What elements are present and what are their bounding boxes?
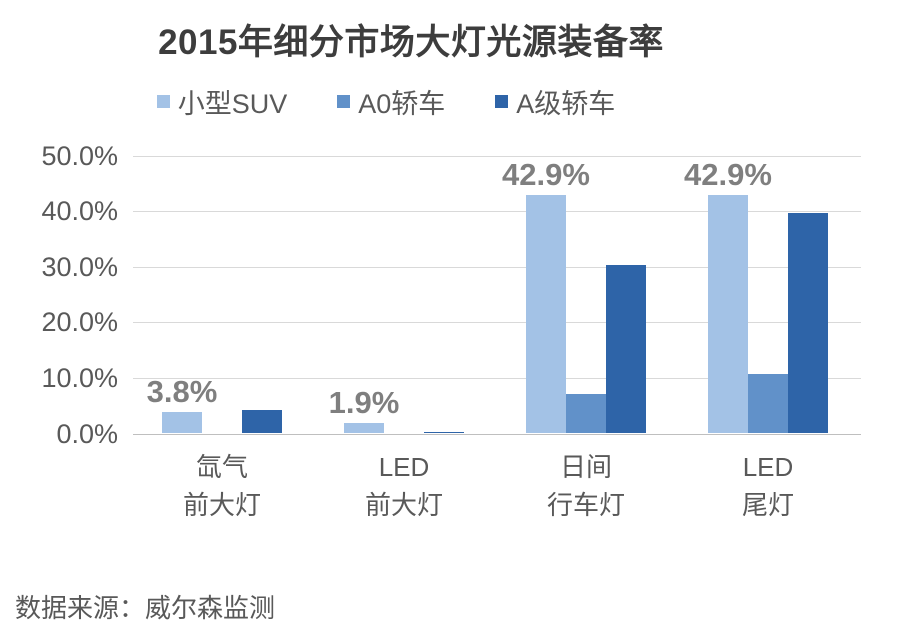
gridline (133, 377, 861, 379)
x-axis-category: 日间 行车灯 (501, 448, 671, 524)
legend-item: A0轿车 (337, 82, 445, 121)
bar-A级轿车 (242, 410, 282, 434)
data-source-note: 数据来源：威尔森监测 (15, 593, 276, 623)
x-axis-category-line1: 氙气 (195, 452, 248, 482)
chart-title: 2015年细分市场大灯光源装备率 (158, 23, 664, 62)
legend: 小型SUV A0轿车 A级轿车 (0, 82, 772, 121)
bar-A级轿车 (606, 265, 646, 434)
gridline (133, 322, 861, 324)
value-label: 1.9% (328, 384, 400, 420)
legend-marker-icon (156, 95, 170, 108)
y-axis-tick: 50.0% (41, 140, 118, 171)
gridline (133, 211, 861, 213)
legend-item: 小型SUV (156, 82, 288, 121)
bar-A0轿车 (748, 374, 788, 434)
y-axis-tick: 20.0% (41, 307, 118, 338)
legend-label: 小型SUV (177, 89, 288, 119)
x-axis-category-line2: 行车灯 (546, 490, 625, 520)
x-axis-category-line1: LED (378, 452, 430, 482)
y-axis-tick: 0.0% (56, 418, 118, 449)
value-label: 3.8% (146, 374, 218, 410)
x-axis-category: LED 前大灯 (319, 448, 489, 524)
bar-A级轿车 (424, 431, 464, 434)
legend-item: A级轿车 (495, 82, 615, 121)
x-axis-category-line1: LED (742, 452, 794, 482)
x-axis-category: LED 尾灯 (683, 448, 853, 524)
legend-label: A级轿车 (516, 89, 616, 119)
legend-marker-icon (495, 95, 509, 108)
legend-marker-icon (337, 95, 351, 108)
y-axis-tick: 10.0% (41, 362, 118, 393)
y-axis-tick: 40.0% (41, 196, 118, 227)
bar-小型SUV (526, 194, 566, 434)
x-axis-category-line2: 前大灯 (182, 490, 261, 520)
y-axis-tick: 30.0% (41, 251, 118, 282)
bar-A0轿车 (566, 394, 606, 434)
x-axis-category: 氙气 前大灯 (137, 448, 307, 524)
gridline (133, 266, 861, 268)
x-axis-category-line2: 前大灯 (364, 490, 443, 520)
gridline (133, 433, 861, 435)
x-axis-category-line2: 尾灯 (741, 490, 794, 520)
value-label: 42.9% (502, 156, 590, 192)
gridline (133, 155, 861, 157)
bar-A级轿车 (788, 213, 828, 434)
bar-小型SUV (708, 194, 748, 434)
bar-小型SUV (344, 422, 384, 434)
value-label: 42.9% (684, 156, 772, 192)
x-axis-category-line1: 日间 (559, 452, 612, 482)
legend-label: A0轿车 (358, 89, 446, 119)
bar-小型SUV (162, 412, 202, 434)
